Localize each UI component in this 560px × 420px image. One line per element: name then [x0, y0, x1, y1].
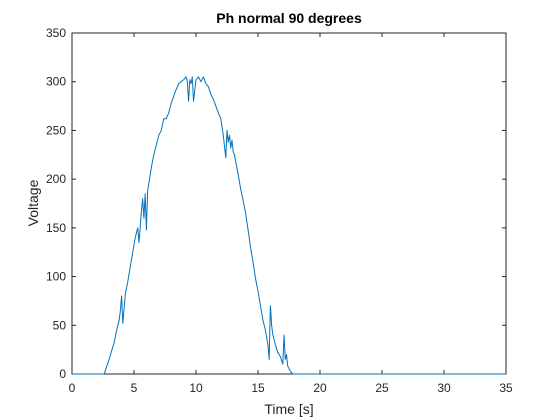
x-tick-label: 25 — [375, 381, 389, 395]
x-tick-labels: 0 5 10 15 20 25 30 35 — [69, 381, 513, 395]
x-tick-label: 15 — [251, 381, 265, 395]
y-tick-label: 50 — [53, 318, 67, 332]
y-tick-labels: 0 50 100 150 200 250 300 350 — [46, 26, 66, 381]
plot-area — [71, 32, 507, 375]
y-tick-label: 300 — [46, 75, 66, 89]
y-axis-label: Voltage — [25, 179, 41, 226]
y-tick-label: 0 — [59, 367, 66, 381]
x-tick-label: 30 — [437, 381, 451, 395]
y-tick-label: 150 — [46, 221, 66, 235]
y-tick-label: 100 — [46, 270, 66, 284]
x-tick-label: 0 — [69, 381, 76, 395]
y-tick-label: 200 — [46, 172, 66, 186]
x-tick-label: 20 — [313, 381, 327, 395]
chart-title: Ph normal 90 degrees — [216, 10, 362, 26]
x-tick-label: 10 — [189, 381, 203, 395]
y-tick-label: 250 — [46, 123, 66, 137]
x-axis-label: Time [s] — [264, 401, 313, 417]
x-tick-label: 5 — [131, 381, 138, 395]
y-tick-label: 350 — [46, 26, 66, 40]
x-tick-label: 35 — [499, 381, 513, 395]
series-line — [72, 76, 506, 375]
